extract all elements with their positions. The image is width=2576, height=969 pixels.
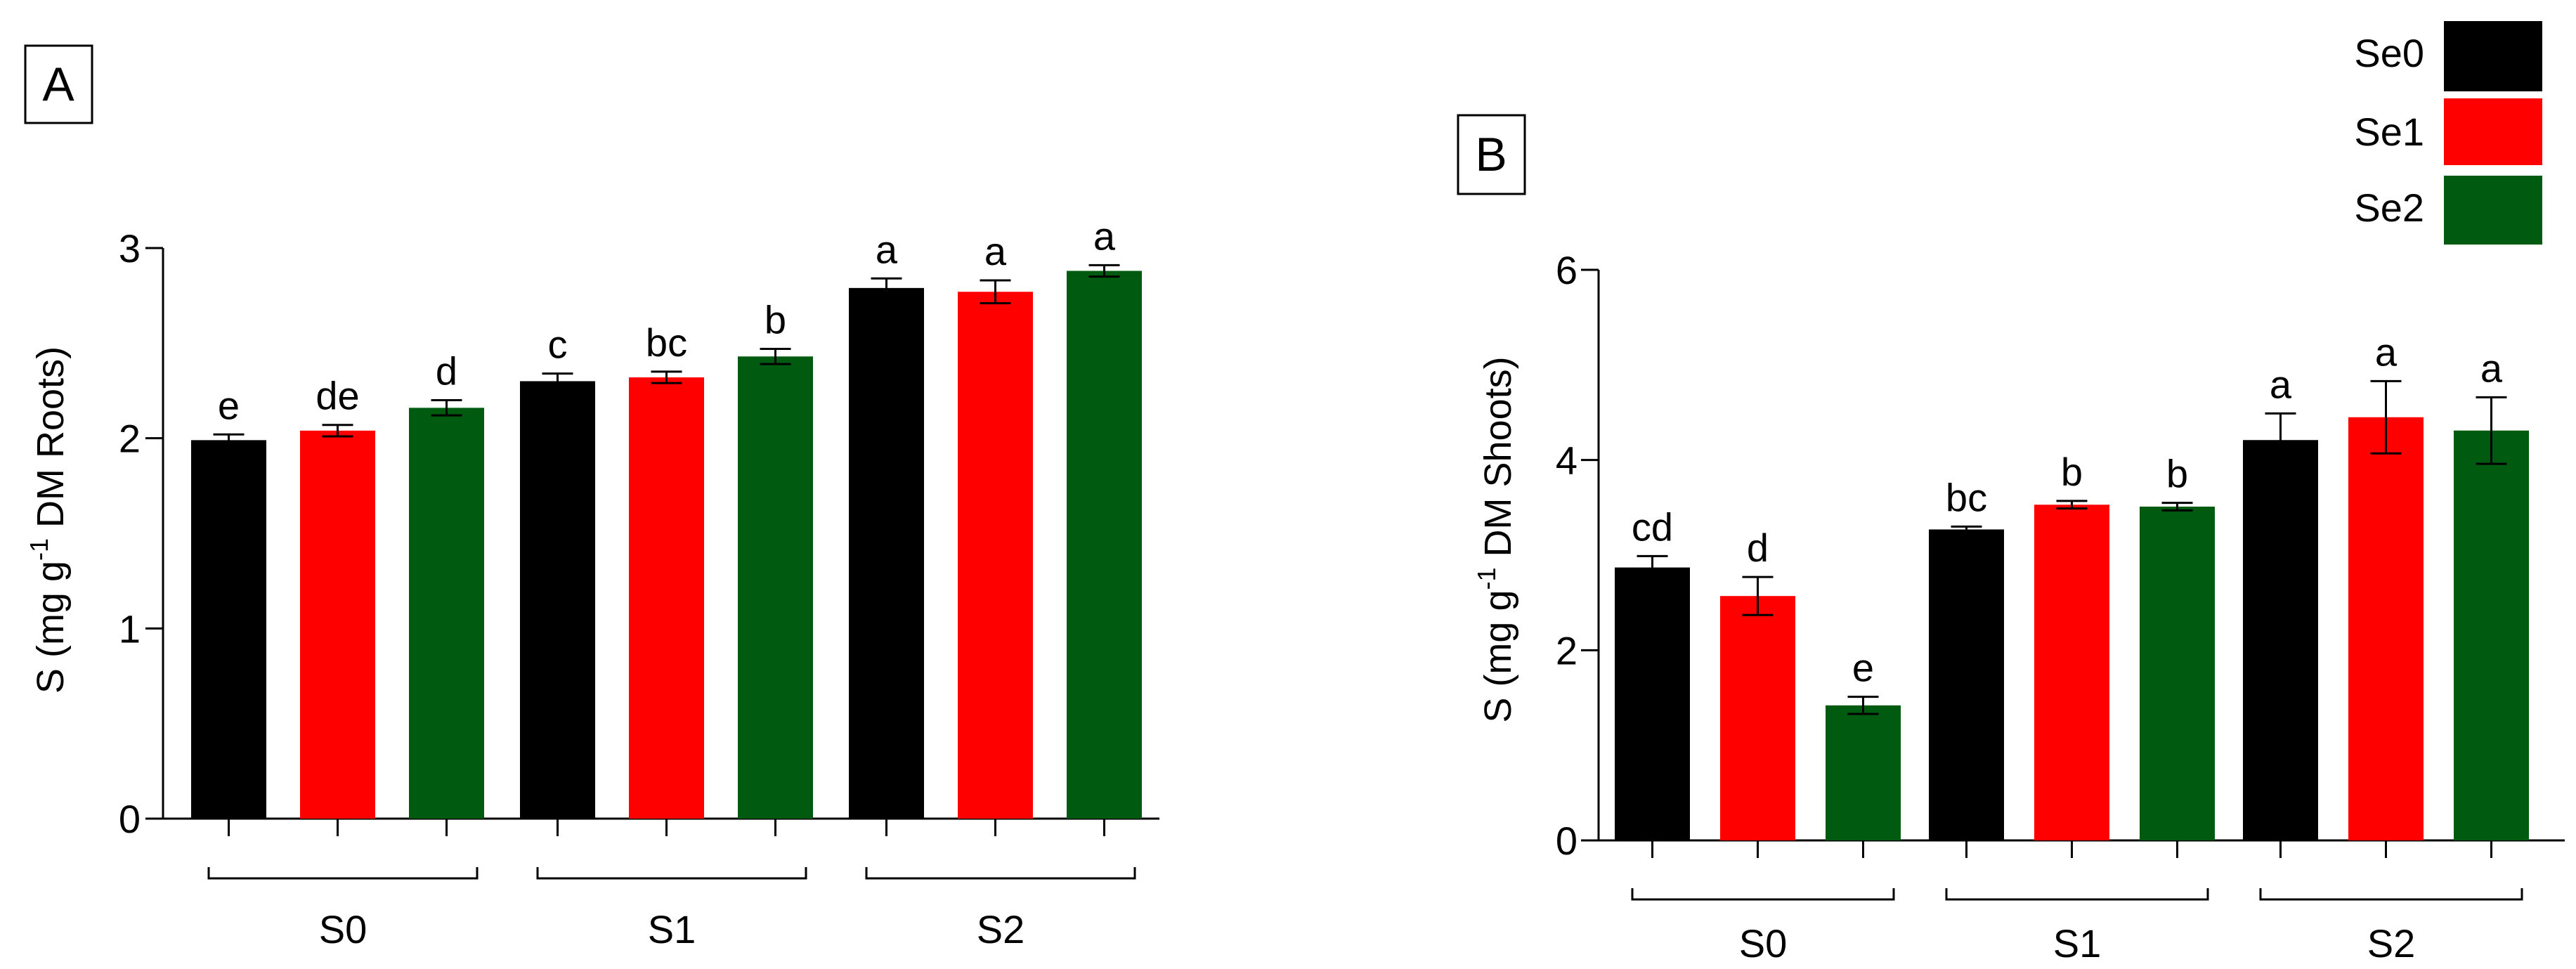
group-bracket — [1631, 888, 1895, 901]
bar-se1-s0 — [1720, 596, 1795, 840]
legend-label-se2: Se2 — [2354, 186, 2424, 230]
panel-a-letter: A — [42, 58, 74, 111]
panel-b-letter-box — [1457, 114, 1526, 195]
bar-se0-s0 — [1615, 567, 1690, 840]
y-tick-label: 4 — [1556, 438, 1578, 483]
significance-letter: a — [1093, 214, 1116, 258]
group-label-s1: S1 — [648, 907, 696, 951]
legend-swatch-se0 — [2444, 21, 2542, 91]
bar-se2-s0 — [1826, 705, 1901, 840]
bar-se1-s2 — [958, 292, 1033, 819]
bar-se1-s0 — [300, 430, 375, 819]
panel-a-chart: A S (mg g-1 DM Roots) — [24, 44, 93, 694]
significance-letter: e — [218, 383, 240, 427]
bar-se2-s0 — [409, 408, 484, 819]
bar-se0-s2 — [2243, 440, 2318, 840]
bar-se0-s1 — [520, 381, 595, 819]
panel-a-y-axis-title: S (mg g-1 DM Roots) — [25, 346, 72, 694]
panel-b-y-axis-title: S (mg g-1 DM Shoots) — [1472, 356, 1519, 722]
bar-se0-s2 — [849, 287, 924, 819]
bar-se1-s2 — [2348, 417, 2424, 840]
bar-se2-s1 — [738, 356, 813, 819]
panel-b-chart: B S (mg g-1 DM Shoots) — [1457, 114, 1526, 723]
group-label-s2: S2 — [2367, 921, 2416, 965]
bar-se2-s2 — [1067, 271, 1142, 819]
y-tick-label: 2 — [119, 417, 141, 461]
significance-letter: a — [2270, 362, 2292, 406]
y-tick-label: 3 — [119, 226, 141, 271]
y-tick-label: 1 — [119, 606, 141, 651]
y-tick-label: 2 — [1556, 628, 1578, 672]
bar-se1-s1 — [629, 377, 704, 819]
legend-label-se0: Se0 — [2354, 31, 2424, 75]
significance-letter: bc — [646, 320, 687, 365]
legend-swatch-se2 — [2444, 176, 2542, 245]
panel-b-letter: B — [1475, 128, 1507, 181]
significance-letter: cd — [1632, 505, 1673, 549]
group-bracket — [2259, 888, 2523, 901]
significance-letter: b — [2061, 450, 2083, 494]
significance-letter: e — [1852, 646, 1874, 690]
significance-letter: c — [548, 323, 568, 367]
bar-se1-s1 — [2034, 505, 2109, 840]
legend-label-se1: Se1 — [2354, 110, 2424, 154]
group-label-s1: S1 — [2053, 921, 2102, 965]
legend-swatch-se1 — [2444, 98, 2542, 165]
group-label-s2: S2 — [977, 907, 1025, 951]
significance-letter: de — [316, 374, 359, 418]
y-tick-label: 0 — [1556, 819, 1578, 863]
group-bracket — [865, 867, 1136, 880]
group-bracket — [207, 867, 479, 880]
bar-se2-s1 — [2140, 506, 2215, 840]
significance-letter: a — [984, 229, 1007, 273]
group-label-s0: S0 — [1739, 921, 1788, 965]
significance-letter: b — [765, 297, 786, 342]
bar-se0-s0 — [191, 440, 266, 819]
significance-letter: bc — [1946, 475, 1987, 519]
significance-letter: d — [436, 349, 457, 394]
panel-a-letter-box — [24, 44, 93, 124]
y-tick-label: 0 — [119, 797, 141, 841]
group-bracket — [536, 867, 807, 880]
panel-b-plot: 0 2 4 6 cd d e S0 bc b b S1 a a a S2 — [1556, 248, 2565, 965]
legend: Se0 Se1 Se2 — [2354, 21, 2542, 245]
group-label-s0: S0 — [319, 907, 367, 951]
y-tick-label: 6 — [1556, 248, 1578, 292]
significance-letter: d — [1747, 526, 1769, 570]
bar-se2-s2 — [2454, 430, 2529, 840]
panel-a-plot: 0 1 2 3 e de d S0 c bc b S1 a a a S2 — [119, 214, 1159, 951]
group-bracket — [1945, 888, 2209, 901]
bar-se0-s1 — [1929, 529, 2004, 840]
significance-letter: a — [2480, 346, 2503, 390]
significance-letter: a — [2375, 330, 2398, 374]
significance-letter: b — [2166, 452, 2188, 496]
significance-letter: a — [876, 227, 898, 271]
